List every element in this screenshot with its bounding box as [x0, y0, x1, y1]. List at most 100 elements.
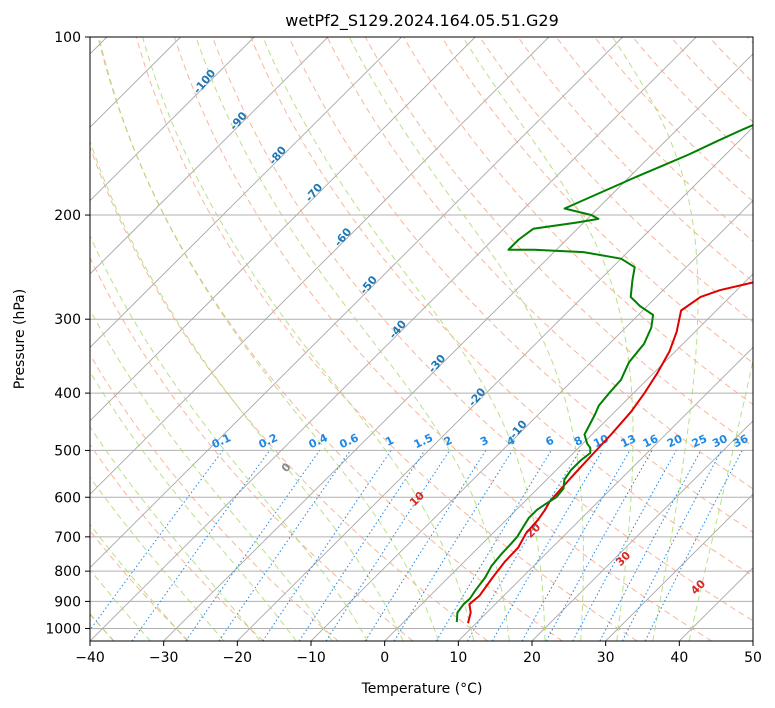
mixing-ratio-line [262, 450, 392, 641]
mixing-ratio-line [572, 450, 677, 641]
x-tick-label: −30 [149, 650, 179, 666]
dry-adiabat-line [90, 529, 190, 641]
moist-adiabat-line [195, 37, 510, 641]
isotherm-line [90, 37, 476, 422]
moist-adiabat-line [142, 37, 475, 641]
moist-adiabat-line [688, 357, 753, 641]
moist-adiabat-label: 10 [407, 489, 427, 509]
moist-adiabat-line [348, 37, 584, 641]
x-tick-label: −40 [75, 650, 105, 666]
moist-adiabat-line [90, 523, 188, 641]
dry-adiabat-label: -50 [357, 273, 380, 297]
chart-title: wetPf2_S129.2024.164.05.51.G29 [285, 11, 559, 31]
mixing-ratio-label: 36 [731, 432, 751, 450]
y-tick-label: 700 [54, 530, 81, 546]
y-tick-label: 600 [54, 490, 81, 506]
mixing-ratio-label: 25 [690, 432, 709, 450]
mixing-ratio-line [298, 450, 426, 641]
moist-adiabat-line [98, 37, 439, 641]
mixing-ratio-line [545, 450, 653, 641]
isotherm-line [237, 126, 753, 641]
dry-adiabat-line [288, 37, 753, 533]
mixing-ratio-label: 6 [544, 434, 557, 449]
x-tick-label: 30 [597, 650, 615, 666]
moist-adiabat-line [262, 37, 546, 641]
moist-adiabat-line [612, 37, 699, 641]
dry-adiabat-line [708, 37, 753, 84]
mixing-ratio-label: 1.5 [412, 431, 435, 451]
x-tick-label: 20 [523, 650, 541, 666]
grid-layer [90, 37, 753, 641]
isotherm-line [90, 37, 255, 202]
mixing-ratio-label: 3 [478, 434, 490, 449]
isotherm-line [90, 37, 550, 495]
x-tick-label: 10 [449, 650, 467, 666]
isotherm-line [384, 273, 753, 641]
y-tick-label: 500 [54, 443, 81, 459]
y-axis-label: Pressure (hPa) [12, 289, 28, 389]
dry-adiabat-line [90, 145, 488, 641]
mixing-ratio-line [218, 450, 351, 641]
temperature-line [467, 281, 753, 624]
x-tick-label: −10 [296, 650, 326, 666]
moist-adiabat-line [90, 139, 404, 641]
isotherm-line [163, 53, 753, 641]
dry-adiabat-label: -100 [191, 67, 219, 97]
mixing-ratio-line [325, 450, 451, 641]
mixing-ratio-label: 8 [572, 434, 584, 449]
isotherm-line [90, 37, 697, 641]
isotherm-line [90, 37, 402, 349]
isotherm-line [310, 200, 753, 641]
dry-adiabat-line [90, 443, 264, 641]
mixing-ratio-line [599, 450, 702, 641]
moist-adiabat-label: 30 [613, 549, 633, 569]
x-tick-label: 0 [380, 650, 389, 666]
dry-adiabat-label: -80 [266, 143, 289, 167]
x-tick-label: 40 [670, 650, 688, 666]
mixing-ratio-line [393, 450, 513, 641]
mixing-ratio-line [364, 450, 487, 641]
y-tick-label: 300 [54, 312, 81, 328]
mixing-ratio-label: 0.1 [210, 431, 233, 451]
y-tick-label: 400 [54, 386, 81, 402]
dry-adiabat-label: -30 [426, 352, 449, 376]
mixing-ratio-label: 10 [591, 432, 611, 450]
dry-adiabat-line [212, 37, 753, 622]
y-tick-label: 200 [54, 208, 81, 224]
x-axis-label: Temperature (°C) [361, 681, 483, 697]
moist-adiabat-line [90, 370, 297, 641]
dry-adiabat-line [135, 37, 638, 641]
dry-adiabat-label: -60 [332, 225, 355, 249]
dry-adiabat-line [746, 37, 753, 44]
isotherm-line [605, 493, 753, 641]
isotherm-line [531, 420, 753, 641]
x-tick-label: −20 [223, 650, 253, 666]
dry-adiabat-line [555, 37, 753, 242]
dry-adiabat-line [90, 256, 414, 641]
series-layer [455, 123, 753, 624]
dry-adiabat-line [403, 37, 753, 406]
y-tick-label: 1000 [45, 621, 81, 637]
mixing-ratio-line [185, 450, 321, 641]
isotherm-line [679, 566, 753, 641]
dry-adiabat-line [173, 37, 712, 641]
mixing-ratio-label: 13 [619, 432, 638, 450]
x-axis: −40 −30 −20 −10 0 10 20 30 40 50 [75, 641, 762, 666]
mixing-ratio-label: 16 [641, 432, 661, 450]
mixing-ratio-label: 30 [710, 432, 730, 450]
guide-lines-layer [90, 37, 753, 641]
y-axis: 100 200 300 400 500 600 700 800 900 1000 [45, 30, 90, 637]
dry-adiabat-label: -40 [386, 317, 409, 341]
y-tick-label: 100 [54, 30, 81, 46]
mixing-ratio-label: 20 [665, 432, 685, 450]
mixing-ratio-line [131, 450, 271, 641]
isotherm-line [90, 37, 329, 275]
plot-frame [89, 36, 754, 642]
mixing-ratio-line [435, 450, 552, 641]
dewpoint-line [455, 123, 753, 623]
dry-adiabat-line [90, 353, 339, 641]
isotherm-line [752, 640, 753, 641]
moist-adiabat-line [90, 476, 225, 641]
dry-adiabat-line [250, 37, 753, 577]
